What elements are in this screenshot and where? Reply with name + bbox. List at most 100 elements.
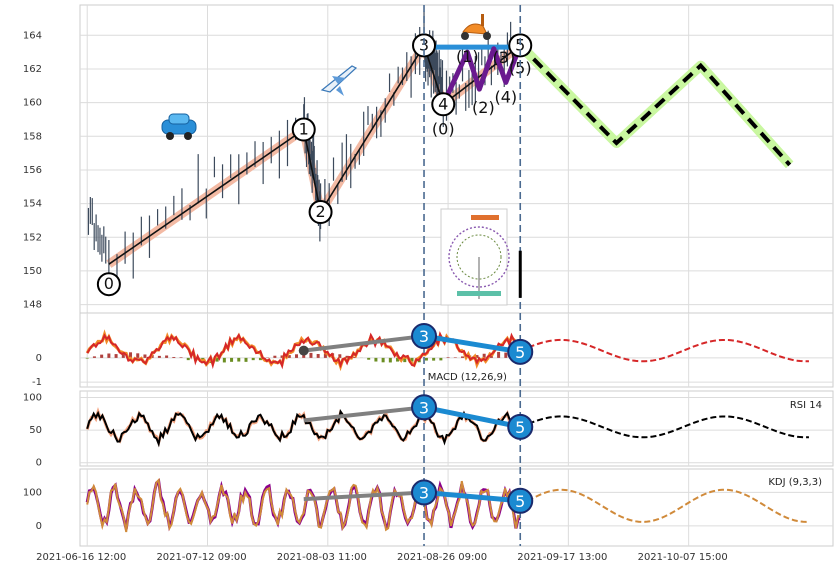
macd-y-tick-label: -1 <box>32 377 42 388</box>
macd-hist-bar <box>230 357 234 362</box>
kdj-marker-label: 5 <box>515 492 525 511</box>
macd-hist-bar <box>309 352 313 358</box>
rsi-panel-frame <box>79 390 834 467</box>
kdj-y-tick-label: 0 <box>36 521 42 532</box>
price-y-tick-label: 154 <box>23 199 42 210</box>
macd-hist-bar <box>136 353 140 358</box>
macd-hist-bar <box>114 354 118 358</box>
rsi-marker-circle <box>507 413 534 440</box>
wave-point-circle <box>508 33 533 58</box>
kdj-marker-label: 3 <box>419 483 429 502</box>
macd-hist-bar <box>497 351 501 358</box>
macd-hist-bar <box>388 357 392 363</box>
macd-marker-circle <box>507 338 534 365</box>
macd-hist-bar <box>165 355 169 358</box>
price-y-tick-label: 152 <box>23 232 42 243</box>
macd-hist-bar <box>381 357 385 363</box>
rsi-marker-label: 3 <box>419 398 429 417</box>
car-icon <box>161 113 197 140</box>
macd-hist-bar <box>157 355 161 358</box>
sub-wave-label: (3) <box>492 48 515 67</box>
macd-hist-bar <box>143 354 147 358</box>
macd-hist-bar <box>504 352 508 358</box>
wave-main-line <box>108 43 521 265</box>
wave-point-circle <box>412 33 437 58</box>
macd-hist-bar <box>432 357 436 361</box>
wave-point-label: 2 <box>315 202 325 221</box>
sub-wave-label: (5) <box>509 58 532 77</box>
macd-hist-bar <box>424 357 428 361</box>
forecast-dashed-line <box>518 43 792 167</box>
kdj-line-b <box>86 477 521 533</box>
macd-hist-bar <box>287 355 291 358</box>
x-tick-label: 2021-08-03 11:00 <box>277 552 367 563</box>
macd-hist-bar <box>482 353 486 358</box>
sub-wave-label: (2) <box>472 98 495 117</box>
rsi-marker-circle <box>411 394 438 421</box>
kdj-grey-line <box>303 490 425 502</box>
kdj-marker-circle <box>507 487 534 514</box>
price-y-tick-label: 150 <box>23 266 42 277</box>
wave-point-label: 1 <box>299 120 309 139</box>
x-tick-label: 2021-10-07 15:00 <box>638 552 728 563</box>
macd-hist-bar <box>215 357 219 362</box>
macd-hist-bar <box>107 353 111 358</box>
x-tick-label: 2021-08-26 09:00 <box>397 552 487 563</box>
airplane-icon <box>320 65 358 96</box>
price-y-tick-label: 156 <box>23 165 42 176</box>
wave-point-circle <box>431 92 456 117</box>
macd-hist-bar <box>439 357 443 361</box>
macd-forecast-line <box>519 338 809 363</box>
sub-wave-label: (4) <box>494 87 517 106</box>
macd-marker-circle <box>411 323 438 350</box>
macd-hist-bar <box>374 357 378 362</box>
macd-hist-bar <box>295 354 299 358</box>
rsi-y-tick-label: 0 <box>36 458 42 469</box>
macd-hist-bar <box>345 355 349 358</box>
macd-start-dot <box>298 345 309 356</box>
wave-point-circle <box>291 117 316 142</box>
macd-hist-bar <box>280 355 284 358</box>
x-tick-label: 2021-09-17 13:00 <box>517 552 607 563</box>
macd-hist-bar <box>403 357 407 363</box>
scooter-icon <box>461 14 491 40</box>
macd-blue-line <box>423 333 521 355</box>
macd-hist-bar <box>179 357 183 358</box>
macd-hist-bar <box>92 356 96 358</box>
macd-hist-bar <box>121 352 125 358</box>
rsi-grey-line <box>303 405 425 423</box>
macd-hist-bar <box>396 357 400 362</box>
macd-hist-bar <box>251 357 255 361</box>
ferris-wheel-icon <box>440 208 510 306</box>
macd-hist-bar <box>273 355 277 358</box>
macd-hist-bar <box>352 356 356 358</box>
kdj-forecast-line <box>519 488 809 523</box>
kdj-panel-label: KDJ (9,3,3) <box>768 477 822 488</box>
sub-wave-label: (0) <box>432 119 455 138</box>
macd-panel-frame <box>79 312 834 388</box>
price-y-tick-label: 164 <box>23 30 42 41</box>
sub-wave-label: (1) <box>456 47 479 66</box>
price-y-tick-label: 160 <box>23 98 42 109</box>
macd-hist-bar <box>186 357 190 361</box>
macd-hist-bar <box>85 357 89 359</box>
macd-hist-bar <box>410 357 414 362</box>
rsi-line-b <box>86 408 522 448</box>
macd-hist-bar <box>316 353 320 358</box>
kdj-blue-line <box>423 489 521 504</box>
macd-marker-label: 5 <box>515 343 525 362</box>
macd-hist-bar <box>367 357 371 360</box>
macd-hist-bar <box>323 353 327 358</box>
x-tick-label: 2021-06-16 12:00 <box>36 552 126 563</box>
macd-hist-bar <box>100 354 104 358</box>
x-tick-label: 2021-07-12 09:00 <box>156 552 246 563</box>
wave-sub-line <box>440 44 523 106</box>
rsi-forecast-line <box>519 415 809 439</box>
wave-point-label: 0 <box>104 274 114 293</box>
kdj-marker-circle <box>411 479 438 506</box>
rsi-y-tick-label: 100 <box>23 393 42 404</box>
wave-point-circle <box>308 200 333 225</box>
macd-hist-bar <box>446 357 450 358</box>
